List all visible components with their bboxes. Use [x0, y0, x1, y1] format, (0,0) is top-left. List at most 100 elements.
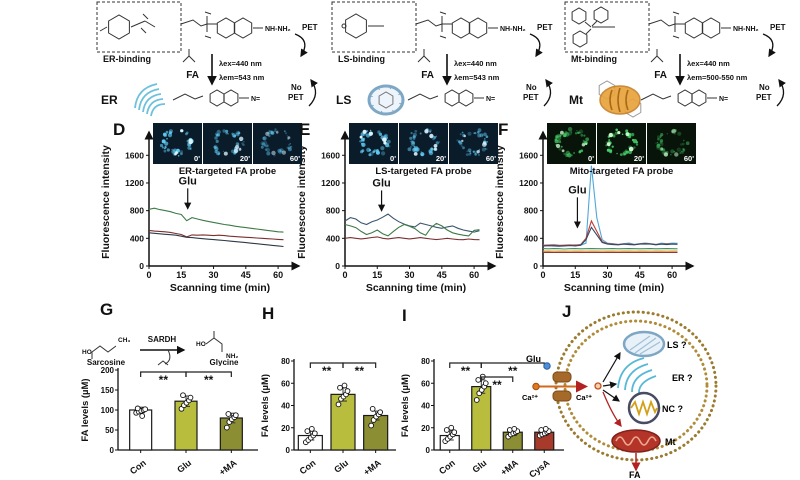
binding-label: ER-binding	[103, 54, 151, 64]
bright-punctum	[265, 131, 270, 136]
no-pet-arrow-icon	[776, 78, 786, 107]
fluorescent-punctum	[381, 151, 386, 156]
fluorescent-punctum	[458, 140, 461, 143]
data-point	[225, 411, 232, 417]
fluorescent-punctum	[243, 141, 245, 143]
fluorescent-punctum	[635, 141, 639, 144]
x-tick-label: 0	[146, 270, 151, 280]
fluorescent-punctum	[260, 141, 265, 146]
fluorescent-punctum	[659, 137, 661, 139]
linker-chain	[180, 19, 208, 27]
hydrazone-label: N=	[251, 96, 260, 103]
hydrazone-label: N=	[486, 96, 495, 103]
formaldehyde-icon	[157, 360, 169, 366]
fluorescent-punctum	[368, 153, 371, 157]
fluorescent-punctum	[266, 145, 268, 147]
fluorescent-punctum	[360, 150, 364, 154]
fluorescent-punctum	[583, 134, 586, 137]
fluorescent-punctum	[216, 129, 221, 135]
panel-letter: F	[498, 120, 509, 139]
microscopy-image: 60'	[647, 123, 696, 164]
fluorescent-punctum	[215, 139, 219, 143]
image-background	[399, 123, 448, 164]
y-tick-label: 1600	[125, 150, 144, 160]
fluorescent-punctum	[461, 131, 464, 134]
fluorescent-punctum	[682, 148, 686, 151]
carbonyl-bond	[672, 11, 680, 15]
fluorescent-punctum	[630, 132, 635, 137]
mitochondria-fold	[625, 89, 629, 111]
fluorescent-punctum	[481, 147, 486, 152]
panel-F: F 0' 20' 60' Mito-targeted FA probe 0 400…	[489, 120, 703, 298]
significance-label: **	[461, 364, 471, 378]
y-tick-label: 400	[326, 233, 340, 243]
data-point	[377, 409, 384, 416]
data-point	[311, 430, 318, 437]
organelle-label: Mt	[569, 93, 583, 107]
fluorescent-punctum	[216, 149, 218, 152]
x-axis-title: Scanning time (min)	[366, 282, 466, 294]
fluorescent-punctum	[608, 148, 613, 153]
fluorescent-punctum	[359, 140, 362, 143]
fluorescent-punctum	[574, 132, 578, 135]
data-point	[139, 413, 146, 419]
fluorescent-punctum	[380, 146, 385, 151]
er-organelle-icon	[134, 83, 158, 109]
x-tick-label: 0	[342, 270, 347, 280]
cell-image	[153, 123, 202, 164]
image-background	[349, 123, 398, 164]
data-point	[344, 388, 351, 394]
fluorescent-punctum	[261, 142, 265, 146]
bright-punctum	[560, 130, 564, 135]
fluorescent-punctum	[657, 141, 659, 144]
fluorescent-punctum	[409, 145, 413, 149]
emission-label: λem=500-550 nm	[687, 73, 748, 82]
fluorescent-punctum	[633, 146, 636, 149]
y-tick-label: 0	[426, 446, 431, 455]
lysosome-hatch	[629, 335, 661, 355]
x-axis-title: Scanning time (min)	[170, 282, 270, 294]
fluorescent-punctum	[683, 149, 685, 151]
timestamp-label: 0'	[390, 154, 396, 163]
linker-chain	[415, 19, 443, 27]
fluorescent-punctum	[412, 135, 416, 139]
scheme-er-probe: ER-binding NH-NH₂ PET FA λex=440 nm λem=543 n…	[95, 0, 330, 118]
panel-I: I 0 20 40 60 80 FA levels (µM) Con Glu +MA CysA **…	[398, 292, 566, 480]
fluorescent-punctum	[225, 129, 229, 133]
hydrazone-label: N=	[719, 96, 728, 103]
benzene-ring-icon	[223, 89, 239, 107]
benzene-ring-icon	[216, 17, 236, 39]
fluorescent-punctum	[570, 131, 573, 133]
no-pet-arrow-icon	[543, 78, 553, 107]
bright-punctum	[233, 148, 239, 153]
benzene-ring-icon	[593, 6, 609, 24]
no-pet-label: No	[291, 83, 302, 92]
microscopy-image: 0'	[349, 123, 398, 164]
microscopy-image: 0'	[153, 123, 202, 164]
cell-image	[547, 123, 596, 164]
er-stack-icon	[617, 357, 657, 395]
y-tick-label: 80	[281, 357, 290, 366]
bar	[174, 400, 198, 451]
microscopy-insets: 0' 20' 60'	[153, 123, 302, 164]
fluorescent-punctum	[557, 133, 561, 138]
calcium-ion-icon	[532, 382, 540, 391]
fluorescent-punctum	[474, 152, 477, 155]
data-point	[187, 394, 194, 401]
bright-punctum	[275, 131, 279, 134]
cell-image	[647, 123, 696, 164]
image-background	[547, 123, 596, 164]
fluorescent-punctum	[185, 132, 188, 136]
significance-bracket	[185, 371, 232, 377]
fluorescent-punctum	[262, 136, 267, 141]
fluorescent-punctum	[433, 136, 437, 139]
pet-arrow-icon	[762, 33, 776, 58]
fluorescent-punctum	[616, 152, 618, 155]
nucleus-icon	[627, 391, 661, 425]
data-point	[443, 427, 450, 433]
lysosome-rim-tick	[398, 93, 402, 96]
fluorescent-punctum	[287, 146, 291, 150]
er-organelle-icon	[138, 88, 160, 111]
mitochondria-cristae	[615, 436, 657, 446]
